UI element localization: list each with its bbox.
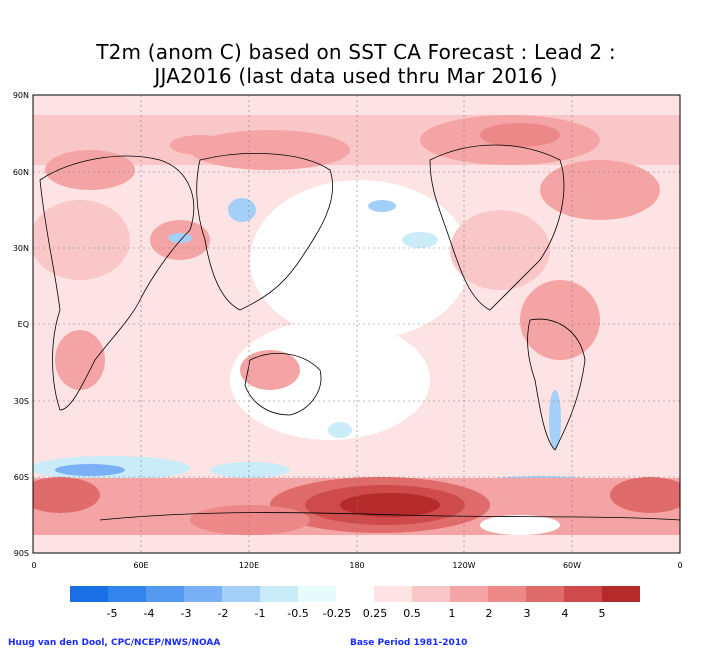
colorbar-label: 0.25: [363, 607, 388, 620]
lon-label: 0: [677, 561, 682, 570]
colorbar-label: 0.5: [403, 607, 421, 620]
map-frame: [32, 94, 681, 554]
colorbar-swatch: [184, 586, 222, 602]
colorbar-label: -3: [181, 607, 192, 620]
lat-label: 90N: [13, 91, 29, 100]
base-period-text: Base Period 1981-2010: [350, 638, 468, 648]
colorbar-swatch: [260, 586, 298, 602]
colorbar-swatch: [70, 586, 108, 602]
lon-label: 60W: [563, 561, 581, 570]
colorbar-swatches: [70, 586, 640, 602]
colorbar-label: -2: [218, 607, 229, 620]
longitude-labels: 0 60E 120E 180 120W 60W 0: [31, 561, 682, 570]
lat-label: 90S: [14, 549, 29, 558]
colorbar-label: 2: [486, 607, 493, 620]
colorbar-swatch: [412, 586, 450, 602]
colorbar-labels: -5 -4 -3 -2 -1 -0.5 -0.25 0.25 0.5 1 2 3…: [107, 607, 606, 620]
colorbar-label: -4: [144, 607, 155, 620]
lon-label: 120W: [452, 561, 475, 570]
colorbar-swatch: [526, 586, 564, 602]
colorbar-label: 3: [524, 607, 531, 620]
colorbar-swatch: [602, 586, 640, 602]
colorbar-swatch: [336, 586, 374, 602]
colorbar-swatch: [222, 586, 260, 602]
colorbar-swatch: [146, 586, 184, 602]
latitude-labels: 90N 60N 30N EQ 30S 60S 90S: [13, 91, 29, 558]
colorbar-label: 5: [599, 607, 606, 620]
colorbar-swatch: [108, 586, 146, 602]
colorbar-label: -0.5: [287, 607, 308, 620]
colorbar-swatch: [374, 586, 412, 602]
lon-label: 60E: [133, 561, 148, 570]
lat-label: 30S: [14, 397, 29, 406]
lat-label: 30N: [13, 244, 29, 253]
map-title-line2: JJA2016 (last data used thru Mar 2016 ): [154, 64, 558, 88]
lat-label: 60N: [13, 168, 29, 177]
colorbar-label: -0.25: [323, 607, 351, 620]
colorbar-label: -5: [107, 607, 118, 620]
colorbar-label: -1: [255, 607, 266, 620]
lon-label: 0: [31, 561, 36, 570]
graticule: [33, 95, 680, 553]
colorbar-label: 4: [562, 607, 569, 620]
lon-label: 180: [349, 561, 364, 570]
map-title-line1: T2m (anom C) based on SST CA Forecast : …: [96, 40, 616, 64]
colorbar-swatch: [298, 586, 336, 602]
lat-label: EQ: [18, 320, 29, 329]
colorbar-label: 1: [449, 607, 456, 620]
lat-label: 60S: [14, 473, 29, 482]
lon-label: 120E: [239, 561, 259, 570]
colorbar-swatch: [450, 586, 488, 602]
colorbar-swatch: [488, 586, 526, 602]
credit-text: Huug van den Dool, CPC/NCEP/NWS/NOAA: [8, 638, 221, 648]
colorbar-swatch: [564, 586, 602, 602]
